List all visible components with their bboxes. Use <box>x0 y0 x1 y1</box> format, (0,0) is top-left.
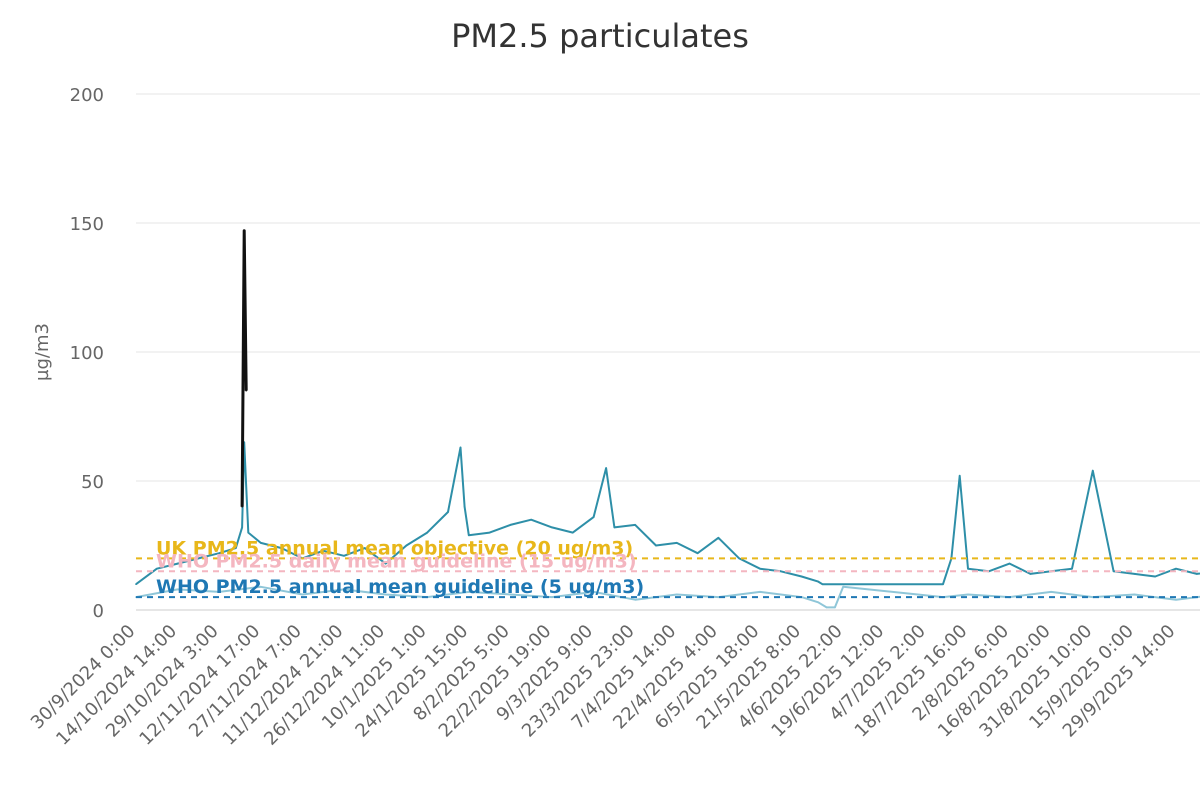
series-point <box>463 506 466 508</box>
series-point <box>1092 469 1094 472</box>
series-point <box>592 591 595 593</box>
series-point <box>135 583 137 585</box>
series-point <box>613 526 616 529</box>
series-point <box>958 475 961 477</box>
series-point <box>235 547 237 549</box>
series-point <box>800 575 803 578</box>
series-point <box>280 547 283 549</box>
series-point <box>717 537 720 539</box>
y-tick-label: 200 <box>70 85 104 106</box>
series-point <box>426 531 429 534</box>
series-point <box>459 446 462 449</box>
series-point <box>243 229 245 232</box>
series-point <box>634 524 636 526</box>
series-point <box>717 596 720 598</box>
series-point <box>592 516 595 518</box>
reference-lines: UK PM2.5 annual mean objective (20 ug/m3… <box>136 537 1200 599</box>
series-point <box>696 552 699 554</box>
series-point <box>197 557 200 560</box>
series-point <box>551 596 553 598</box>
y-tick-label: 50 <box>81 472 104 493</box>
series-point <box>738 557 740 560</box>
chart-title: PM2.5 particulates <box>451 17 749 55</box>
series-point <box>1029 573 1032 575</box>
series-point <box>780 570 782 573</box>
y-tick-label: 0 <box>93 601 104 622</box>
series-point <box>1154 575 1156 578</box>
series-point <box>468 591 470 593</box>
series-point <box>634 598 636 601</box>
series-point <box>1008 562 1011 565</box>
series-point <box>260 542 262 544</box>
series-point <box>509 593 512 596</box>
series-point <box>405 544 408 547</box>
series-point <box>509 524 512 526</box>
series-point <box>1175 598 1177 601</box>
series-point <box>942 583 944 585</box>
y-tick-label: 150 <box>70 214 104 235</box>
series-point <box>1071 567 1073 570</box>
series-point <box>156 567 158 570</box>
y-axis-label: µg/m3 <box>32 323 53 381</box>
series-point <box>967 567 969 570</box>
series-point <box>967 593 969 596</box>
series-point <box>218 591 220 593</box>
series-point <box>260 586 262 588</box>
series-point <box>1112 570 1115 573</box>
series-point <box>364 547 366 549</box>
data-series <box>135 229 1200 609</box>
series-point <box>530 518 532 521</box>
series-point <box>1175 567 1177 570</box>
series-point <box>655 544 657 547</box>
series-point <box>468 534 470 536</box>
y-tick-label: 100 <box>70 343 104 364</box>
series-point <box>447 511 449 513</box>
reference-line-label-1: WHO PM2.5 daily mean guideline (15 ug/m3… <box>156 550 637 572</box>
series-point <box>676 593 678 596</box>
series-point <box>825 606 828 609</box>
series-point <box>301 593 304 596</box>
series-point <box>821 583 824 585</box>
series-point <box>384 593 387 596</box>
series-point <box>488 531 491 534</box>
reference-line-label-0: UK PM2.5 annual mean objective (20 ug/m3… <box>156 537 633 559</box>
reference-line-label-2: WHO PM2.5 annual mean guideline (5 ug/m3… <box>156 576 644 598</box>
series-point <box>817 601 819 604</box>
series-point <box>817 580 819 583</box>
series-point <box>322 549 325 552</box>
series-point <box>241 506 243 508</box>
series-point <box>834 606 836 609</box>
series-point <box>572 531 574 534</box>
series-point <box>1196 573 1198 575</box>
series-point <box>676 542 678 544</box>
series-point <box>551 526 553 529</box>
series-point <box>241 526 243 529</box>
series-point <box>759 591 761 593</box>
series-point <box>842 586 844 588</box>
series-point <box>218 552 220 554</box>
series-point <box>1133 593 1136 596</box>
series-point <box>759 567 761 570</box>
series-point <box>176 562 179 565</box>
series-point <box>343 555 345 557</box>
series-point <box>176 588 179 591</box>
series-point <box>1133 573 1136 575</box>
series-point <box>343 588 345 591</box>
series-point <box>605 467 607 469</box>
y-axis-ticks: 0 50 100 150 200 <box>70 85 104 622</box>
series-point <box>247 531 250 534</box>
series-point <box>1050 591 1052 593</box>
series-point <box>384 562 387 565</box>
gridlines <box>136 93 1200 611</box>
series-point <box>245 389 247 392</box>
